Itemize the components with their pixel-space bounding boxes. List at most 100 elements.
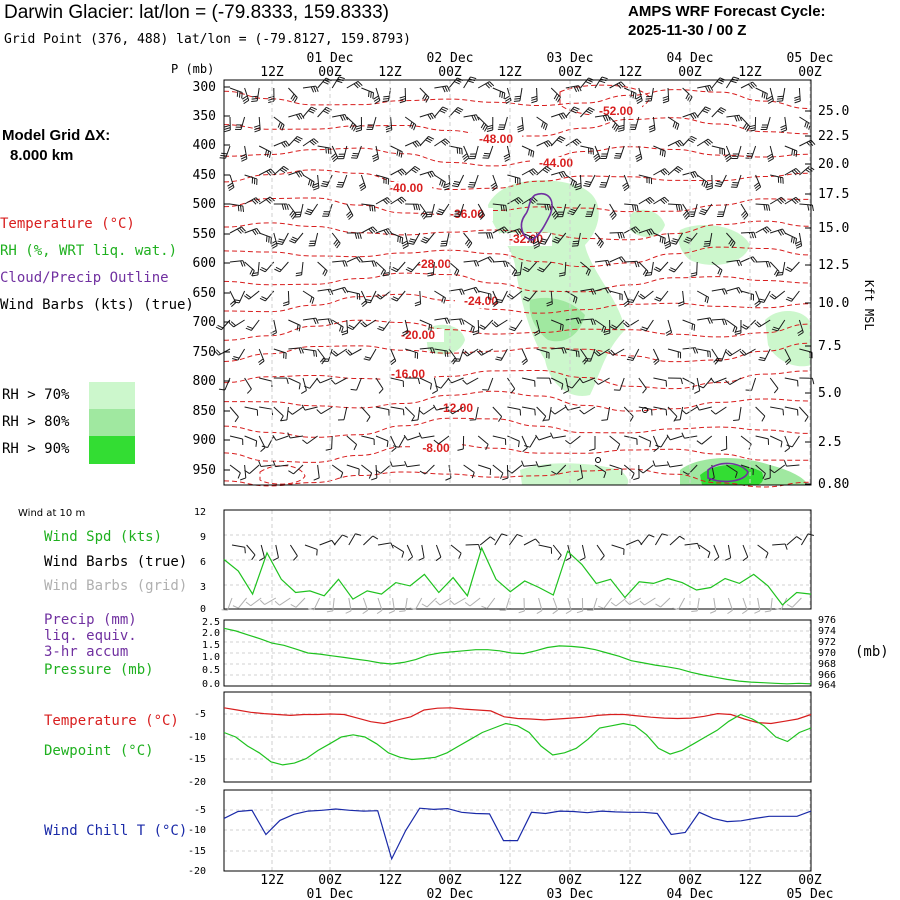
upper-barb xyxy=(571,377,581,389)
bottom-date-label: 02 Dec xyxy=(427,887,474,900)
upper-barb xyxy=(765,204,768,211)
upper-barb xyxy=(606,406,611,420)
upper-barb xyxy=(339,115,344,121)
upper-barb xyxy=(666,332,672,337)
bottom-time-label: 00Z xyxy=(798,873,822,888)
precip-legend-line2: liq. equiv. xyxy=(44,628,137,644)
surface-barb xyxy=(757,544,769,554)
surface-barb xyxy=(725,557,731,561)
upper-barb xyxy=(489,81,495,87)
rh-area xyxy=(529,297,585,342)
upper-barb xyxy=(662,169,668,175)
upper-barb xyxy=(763,92,766,99)
upper-barb xyxy=(511,464,523,474)
upper-barb xyxy=(259,377,272,382)
upper-barb xyxy=(466,240,471,247)
upper-barb xyxy=(793,149,796,157)
upper-barb xyxy=(510,326,517,330)
upper-barb xyxy=(495,358,502,361)
upper-barb xyxy=(623,464,635,474)
upper-barb xyxy=(636,97,642,102)
upper-barb xyxy=(347,349,353,355)
surface-barb xyxy=(260,544,265,558)
upper-barb xyxy=(721,288,726,295)
surface-barb xyxy=(372,535,379,540)
upper-barb xyxy=(244,406,258,411)
upper-barb xyxy=(324,270,328,277)
upper-barb xyxy=(358,256,363,262)
model-grid-line1: Model Grid ΔX: xyxy=(2,127,111,144)
upper-barb xyxy=(479,214,485,220)
upper-barb xyxy=(718,108,725,113)
upper-barb xyxy=(385,127,392,131)
surface-grid-barb xyxy=(757,597,761,611)
upper-barb xyxy=(313,477,320,481)
dewpoint-legend: Dewpoint (°C) xyxy=(44,743,154,759)
temp-label-bg xyxy=(470,133,522,146)
upper-barb xyxy=(454,110,461,115)
upper-barb xyxy=(270,168,276,174)
upper-barb xyxy=(584,360,591,362)
upper-barb xyxy=(408,240,415,243)
upper-barb xyxy=(755,435,769,440)
upper-axis-ticks xyxy=(224,86,811,485)
upper-barb xyxy=(780,196,786,202)
upper-barb xyxy=(423,406,435,415)
upper-barb xyxy=(290,93,295,100)
upper-barb xyxy=(498,416,503,422)
upper-barb xyxy=(364,301,371,304)
upper-barb xyxy=(617,232,621,239)
upper-barb xyxy=(569,208,576,212)
wind-panel xyxy=(221,509,814,615)
upper-barb xyxy=(238,91,241,98)
upper-barb xyxy=(506,295,513,300)
upper-barb xyxy=(629,416,634,422)
surface-grid-barb xyxy=(227,597,233,611)
upper-barb xyxy=(765,93,768,100)
upper-barb xyxy=(463,155,469,160)
upper-barb xyxy=(769,377,779,389)
upper-barb xyxy=(531,100,538,104)
upper-barb xyxy=(793,198,799,204)
upper-barb xyxy=(370,227,376,233)
upper-barb xyxy=(746,126,751,132)
kft-tick-label: 22.5 xyxy=(818,129,849,144)
upper-barb xyxy=(678,301,684,305)
upper-barb xyxy=(675,142,680,148)
upper-barb xyxy=(811,378,815,385)
upper-barb xyxy=(568,210,575,214)
upper-barb xyxy=(738,406,742,420)
upper-barb xyxy=(268,95,275,99)
upper-barb xyxy=(490,232,494,239)
upper-barb xyxy=(595,350,601,356)
upper-barb xyxy=(403,434,408,441)
upper-barb xyxy=(771,328,778,332)
upper-barb xyxy=(398,150,401,157)
surface-grid-barb xyxy=(536,610,543,614)
upper-barb xyxy=(758,358,765,362)
surface-grid-barb xyxy=(713,597,717,611)
upper-barb xyxy=(444,187,451,191)
upper-barb xyxy=(794,95,801,99)
upper-barb xyxy=(618,127,625,130)
upper-barb xyxy=(346,435,357,445)
upper-barb xyxy=(743,122,748,129)
upper-barb xyxy=(570,179,574,186)
upper-barb xyxy=(441,180,444,187)
upper-barb xyxy=(705,139,711,145)
upper-barb xyxy=(759,356,766,360)
upper-barb xyxy=(275,464,289,468)
bottom-time-label: 12Z xyxy=(260,873,284,888)
upper-barb xyxy=(533,245,540,249)
upper-barb xyxy=(491,322,497,328)
upper-barb xyxy=(670,242,677,245)
upper-barb xyxy=(585,268,590,275)
upper-barb xyxy=(716,180,723,183)
upper-barb xyxy=(245,293,252,299)
upper-barb xyxy=(777,230,782,236)
upper-barb xyxy=(280,419,287,422)
upper-barb xyxy=(407,242,414,245)
upper-barb xyxy=(362,302,368,308)
upper-barb xyxy=(618,82,624,88)
upper-barb xyxy=(503,226,509,232)
